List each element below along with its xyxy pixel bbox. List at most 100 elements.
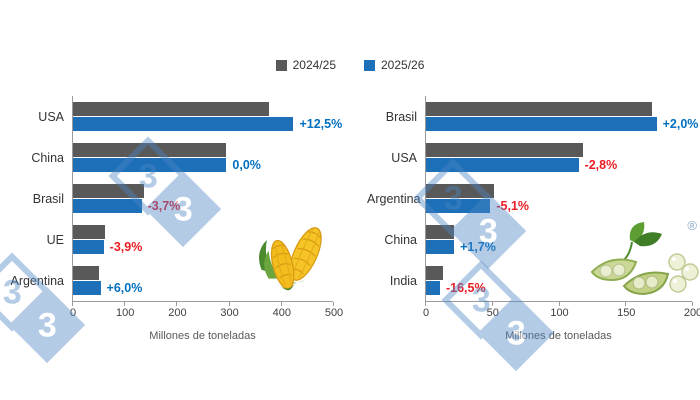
x-tick-label: 0 xyxy=(422,307,430,319)
category-label: China xyxy=(384,232,417,247)
legend-label-2025-26: 2025/26 xyxy=(381,58,425,72)
bar-2024-25 xyxy=(426,184,494,198)
percent-change-label: -3,7% xyxy=(147,199,181,213)
percent-change-label: 0,0% xyxy=(232,158,261,172)
bar-2025-26 xyxy=(73,117,294,131)
bar-group: -2,8% xyxy=(425,137,692,178)
x-tick: 200 xyxy=(684,302,700,319)
bar-2024-25 xyxy=(426,102,653,116)
category-label: UE xyxy=(46,232,64,247)
legend-swatch-2024-25 xyxy=(275,59,287,71)
chart-row: UE -3,9% xyxy=(8,219,333,260)
bar-2024-25 xyxy=(426,266,443,280)
category-label: Brasil xyxy=(32,191,64,206)
x-tick: 500 xyxy=(325,302,343,319)
percent-change-label: -5,1% xyxy=(496,199,530,213)
watermark-digit: 3 xyxy=(37,305,57,344)
bar-2024-25 xyxy=(73,266,99,280)
percent-change-label: +6,0% xyxy=(106,281,143,295)
x-axis-title: Millones de toneladas xyxy=(149,330,256,342)
x-tick: 150 xyxy=(617,302,635,319)
bar-group: +12,5% xyxy=(72,96,342,137)
percent-change-label: -3,9% xyxy=(109,240,143,254)
chart-rows: USA +12,5% China 0,0% Brasil -3,7% UE -3,9% Arge… xyxy=(8,96,342,301)
percent-change-label: +1,7% xyxy=(460,240,496,254)
x-tick-label: 150 xyxy=(617,307,636,319)
bar-2025-26 xyxy=(73,281,101,295)
bar-group: -5,1% xyxy=(425,178,692,219)
bar-2025-26 xyxy=(426,281,440,295)
x-tick: 300 xyxy=(220,302,239,319)
chart-row: India -16,5% xyxy=(367,260,692,301)
chart-row: Brasil +2,0% xyxy=(367,96,698,137)
percent-change-label: +12,5% xyxy=(299,117,343,131)
bar-group: +6,0% xyxy=(72,260,333,301)
chart-row: Argentina +6,0% xyxy=(8,260,333,301)
x-axis: 0 100 200 300 400 500 xyxy=(70,301,343,324)
bar-group: -16,5% xyxy=(425,260,692,301)
category-label: USA xyxy=(38,109,64,124)
x-tick-label: 200 xyxy=(168,307,187,319)
bar-2025-26 xyxy=(426,240,455,254)
bar-group: 0,0% xyxy=(72,137,333,178)
bar-group: +1,7% xyxy=(425,219,692,260)
legend-swatch-2025-26 xyxy=(364,59,375,71)
bar-2024-25 xyxy=(426,143,583,157)
x-tick-label: 0 xyxy=(69,307,77,319)
x-tick-label: 500 xyxy=(324,307,344,319)
bar-2024-25 xyxy=(73,225,105,239)
bar-group: +2,0% xyxy=(425,96,698,137)
corn-chart: 3 3 3 3 USA +12,5% China 0,0% Brasil -3,7% UE -… xyxy=(0,96,343,364)
category-label: Argentina xyxy=(367,191,421,206)
x-tick-label: 50 xyxy=(486,307,499,319)
category-label: Argentina xyxy=(10,273,64,288)
bar-group: -3,9% xyxy=(72,219,333,260)
legend: 2024/25 2025/26 xyxy=(0,0,700,72)
chart-row: China 0,0% xyxy=(8,137,333,178)
x-tick-label: 400 xyxy=(272,307,291,319)
bar-2025-26 xyxy=(426,117,657,131)
bar-2024-25 xyxy=(73,102,270,116)
x-tick-label: 300 xyxy=(220,307,239,319)
x-axis: 0 50 100 150 200 xyxy=(423,301,700,324)
percent-change-label: -16,5% xyxy=(445,281,486,295)
chart-row: USA -2,8% xyxy=(367,137,692,178)
charts-container: 3 3 3 3 USA +12,5% China 0,0% Brasil -3,7% UE -… xyxy=(0,96,700,372)
x-tick-label: 100 xyxy=(116,307,135,319)
percent-change-label: -2,8% xyxy=(584,158,618,172)
bar-2024-25 xyxy=(73,184,145,198)
bar-2025-26 xyxy=(73,199,142,213)
x-tick: 100 xyxy=(550,302,569,319)
x-tick-label: 100 xyxy=(550,307,569,319)
x-tick-label: 200 xyxy=(683,307,700,319)
bar-2025-26 xyxy=(426,199,491,213)
chart-row: USA +12,5% xyxy=(8,96,342,137)
x-tick: 50 xyxy=(487,302,499,319)
soybean-chart: 3 3 3 3 Brasil +2,0% USA -2,8% Argentina -5,1… xyxy=(367,96,700,372)
bar-2025-26 xyxy=(73,158,227,172)
x-tick: 0 xyxy=(423,302,429,319)
bar-2024-25 xyxy=(426,225,454,239)
registered-mark: ® xyxy=(687,218,697,233)
x-tick: 200 xyxy=(168,302,187,319)
legend-item-2025-26: 2025/26 xyxy=(364,58,424,72)
x-tick: 400 xyxy=(273,302,291,319)
x-axis-title: Millones de toneladas xyxy=(505,330,612,342)
percent-change-label: +2,0% xyxy=(662,117,699,131)
category-label: Brasil xyxy=(385,109,417,124)
category-label: India xyxy=(389,273,417,288)
category-label: China xyxy=(31,150,64,165)
chart-row: Argentina -5,1% xyxy=(367,178,692,219)
legend-item-2024-25: 2024/25 xyxy=(275,58,336,72)
bar-group: -3,7% xyxy=(72,178,333,219)
legend-label-2024-25: 2024/25 xyxy=(292,58,336,72)
category-label: USA xyxy=(391,150,417,165)
bar-2025-26 xyxy=(426,158,579,172)
chart-row: Brasil -3,7% xyxy=(8,178,333,219)
bar-2024-25 xyxy=(73,143,227,157)
chart-rows: Brasil +2,0% USA -2,8% Argentina -5,1% China +1… xyxy=(367,96,698,301)
bar-2025-26 xyxy=(73,240,104,254)
x-tick: 100 xyxy=(116,302,134,319)
x-tick: 0 xyxy=(70,302,76,319)
chart-row: China +1,7% xyxy=(367,219,692,260)
